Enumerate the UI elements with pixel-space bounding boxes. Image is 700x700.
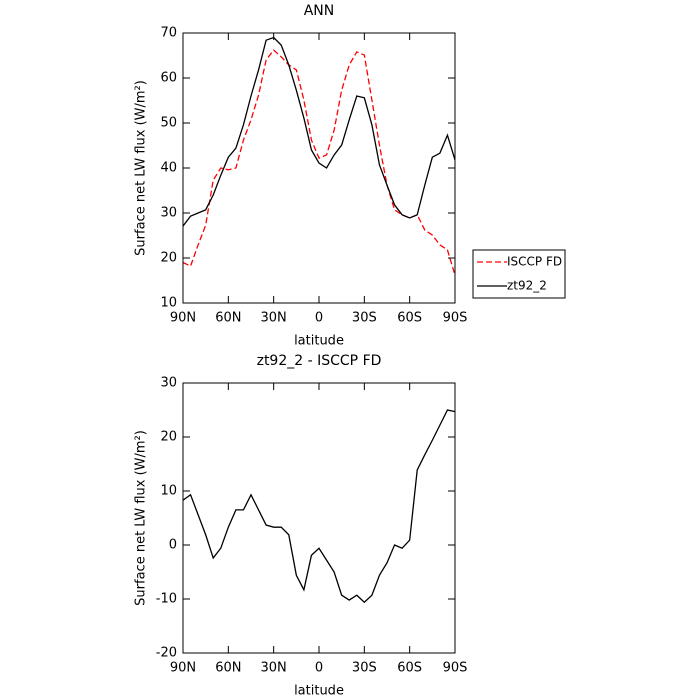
x-tick-label: 90S [443,661,468,676]
y-tick-label: 20 [160,430,177,445]
x-tick-label: 90N [170,661,196,676]
chart-title: zt92_2 - ISCCP FD [257,353,382,369]
x-tick-label: 30N [261,661,287,676]
y-tick-label: 30 [160,376,177,391]
y-tick-label: -10 [156,592,177,607]
chart-title: ANN [304,3,335,19]
x-tick-label: 0 [315,311,323,326]
line-series [182,49,456,276]
y-tick-label: 70 [160,26,177,41]
y-tick-label: 60 [160,71,177,86]
y-axis-label: Surface net LW flux (W/m²) [134,80,149,256]
x-tick-label: 60N [215,311,241,326]
x-axis-label: latitude [294,684,344,699]
x-axis-label: latitude [294,334,344,349]
x-tick-label: 90N [170,311,196,326]
plot-frame [182,32,456,304]
y-tick-label: -20 [156,646,177,661]
y-tick-label: 10 [160,296,177,311]
y-tick-label: 50 [160,116,177,131]
x-tick-label: 60S [397,661,422,676]
y-tick-label: 10 [160,484,177,499]
x-tick-label: 30N [261,311,287,326]
x-tick-label: 60S [397,311,422,326]
x-tick-label: 30S [352,661,377,676]
y-tick-label: 20 [160,251,177,266]
x-tick-label: 0 [315,661,323,676]
x-tick-label: 60N [215,661,241,676]
plot-frame [182,382,456,654]
line-series [182,409,456,604]
y-tick-label: 40 [160,161,177,176]
legend-label: ISCCP FD [507,255,562,269]
line-series [182,36,456,227]
x-tick-label: 30S [352,311,377,326]
y-tick-label: 0 [169,538,177,553]
y-axis-label: Surface net LW flux (W/m²) [134,430,149,606]
legend-box [472,249,566,299]
legend-label: zt92_2 [507,279,547,293]
y-tick-label: 30 [160,206,177,221]
x-tick-label: 90S [443,311,468,326]
